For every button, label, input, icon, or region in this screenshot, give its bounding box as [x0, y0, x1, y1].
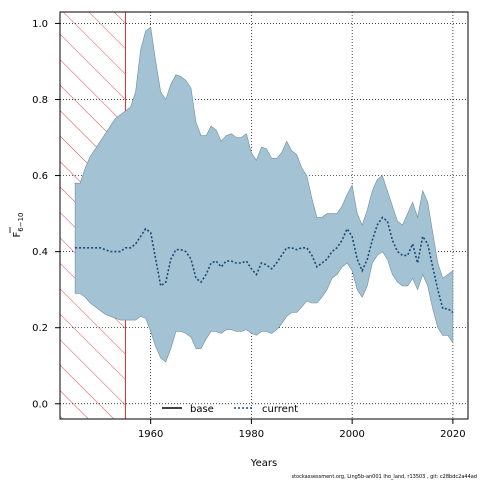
y-tick-label-2: 0.4	[32, 247, 48, 258]
y-axis-title-sub: 6−10	[17, 213, 25, 232]
y-tick-label-4: 0.8	[32, 95, 48, 106]
legend-label-base: base	[190, 404, 214, 415]
x-tick-label-2000: 2000	[339, 429, 364, 440]
y-tick-label-5: 1.0	[32, 19, 48, 30]
svg-text:F6−10: F6−10	[12, 213, 25, 238]
x-tick-label-2020: 2020	[440, 429, 465, 440]
y-tick-label-3: 0.6	[32, 171, 48, 182]
x-tick-label-1980: 1980	[239, 429, 264, 440]
footer-text: stockassessment.org, Ling5b-an001 lho_la…	[291, 474, 477, 480]
confidence-band	[74, 26, 454, 363]
y-axis-title-main: F	[12, 232, 23, 238]
series-line-current	[75, 216, 454, 314]
y-tick-label-1: 0.2	[32, 323, 48, 334]
y-axis-title: F6−10	[9, 213, 25, 238]
legend-label-current: current	[262, 404, 298, 415]
series-lines	[75, 216, 454, 314]
plot-frame	[59, 11, 469, 420]
confidence-band-area	[74, 26, 454, 363]
x-tick-label-1960: 1960	[138, 429, 163, 440]
x-axis-title: Years	[250, 458, 277, 469]
y-tick-label-0: 0.0	[32, 399, 48, 410]
y-axis: 0.0 0.2 0.4 0.6 0.8 1.0	[32, 19, 60, 410]
legend: base current	[162, 404, 298, 415]
x-axis: 1960 1980 2000 2020	[138, 419, 466, 440]
